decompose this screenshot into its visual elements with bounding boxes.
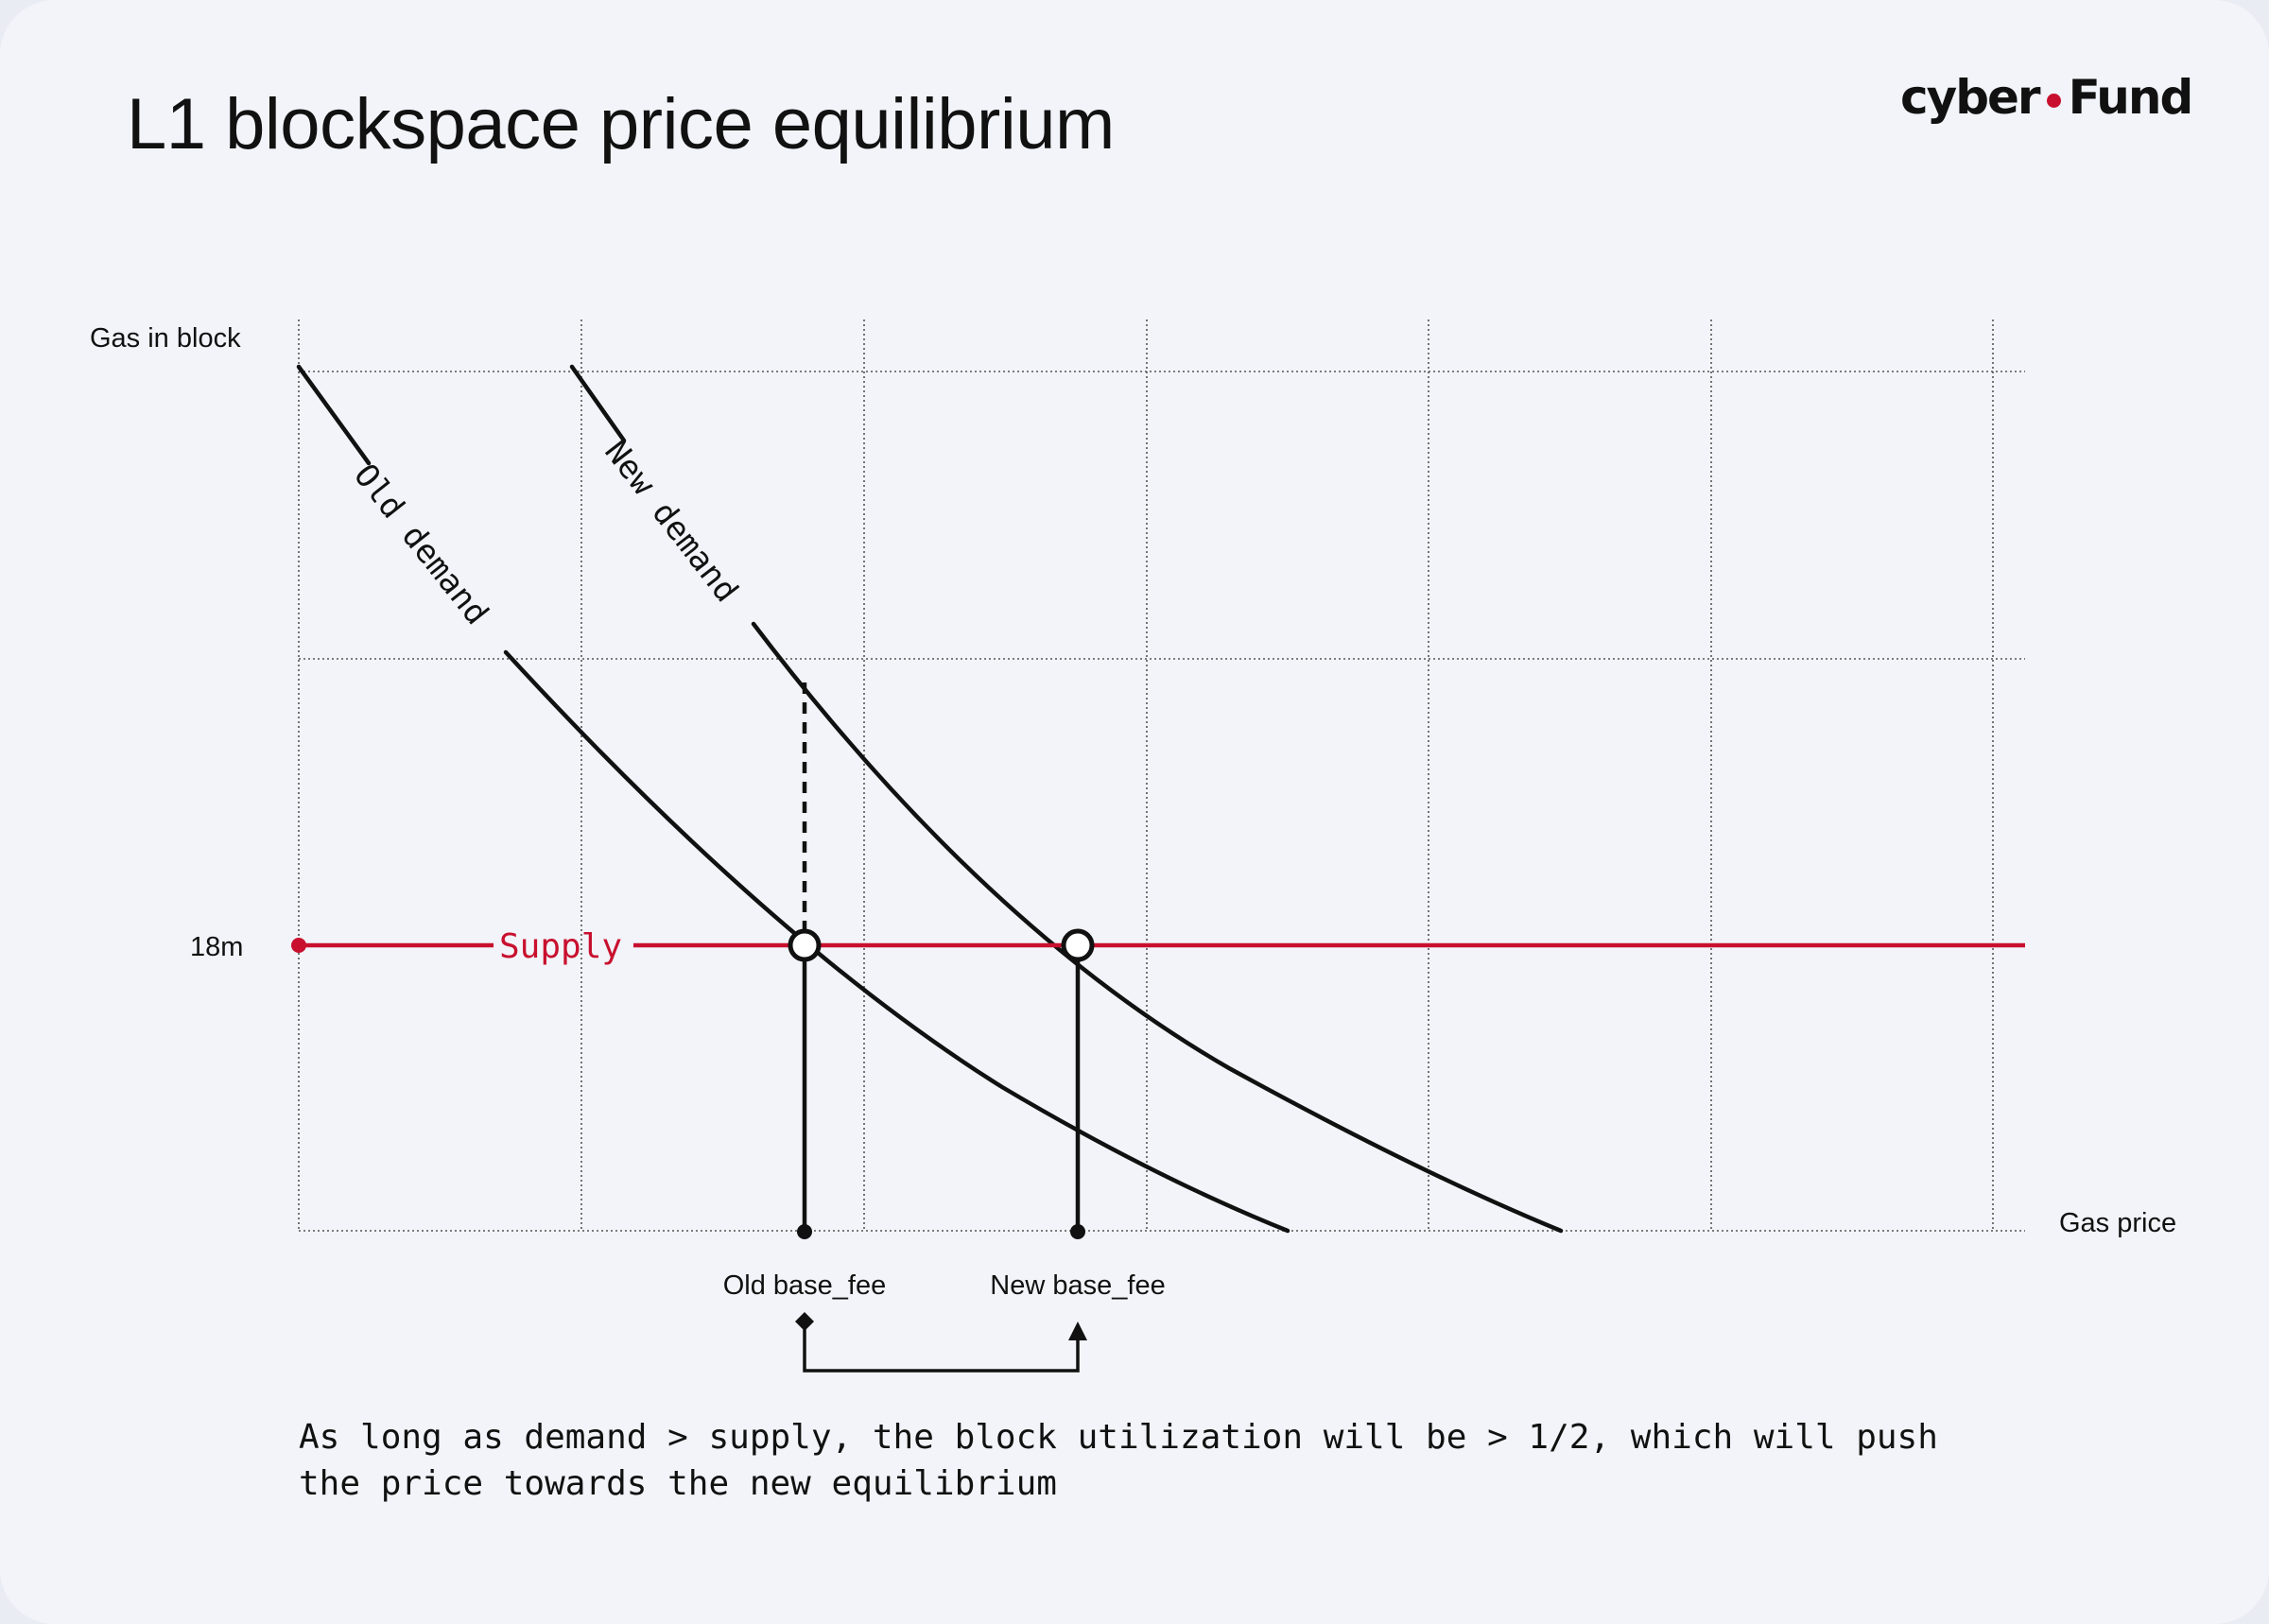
old-demand-label-path: Old demand	[346, 457, 495, 631]
x-axis-label: Gas price	[2059, 1208, 2176, 1238]
new-demand-label-path: New demand	[597, 433, 745, 609]
transition-arrow-line	[803, 1322, 1080, 1373]
page-title: L1 blockspace price equilibrium	[127, 84, 1115, 164]
y-tick-18m: 18m	[190, 932, 243, 962]
grid	[298, 320, 2025, 1232]
y-axis-label: Gas in block	[90, 323, 241, 354]
brand-logo-right: Fund	[2068, 70, 2194, 125]
old-demand-label: Old demand	[346, 457, 495, 631]
brand-dot	[2046, 94, 2061, 108]
old-demand-curve-top	[296, 364, 372, 466]
transition-arrow-head	[1068, 1322, 1087, 1340]
supply-label: Supply	[499, 927, 622, 966]
transition-arrow-start-diamond	[795, 1312, 814, 1331]
old-base-fee-label: Old base_fee	[723, 1270, 887, 1301]
new-demand-curve-top	[569, 364, 627, 443]
old-demand-curve	[503, 649, 1290, 1234]
old-base-fee-axis-dot	[797, 1224, 812, 1239]
brand-logo: cyber Fund	[1900, 70, 2194, 125]
new-demand-label: New demand	[597, 433, 745, 609]
transition-arrow	[795, 1312, 1087, 1373]
supply-line: Supply	[291, 927, 2025, 966]
new-base-fee-axis-dot	[1070, 1224, 1085, 1239]
new-equilibrium-point	[1061, 928, 1095, 962]
new-demand-curve	[751, 621, 1564, 1234]
brand-logo-left: cyber	[1900, 70, 2041, 125]
new-base-fee-label: New base_fee	[990, 1270, 1165, 1301]
old-equilibrium-point	[788, 928, 822, 962]
caption-text: As long as demand > supply, the block ut…	[299, 1418, 1938, 1503]
